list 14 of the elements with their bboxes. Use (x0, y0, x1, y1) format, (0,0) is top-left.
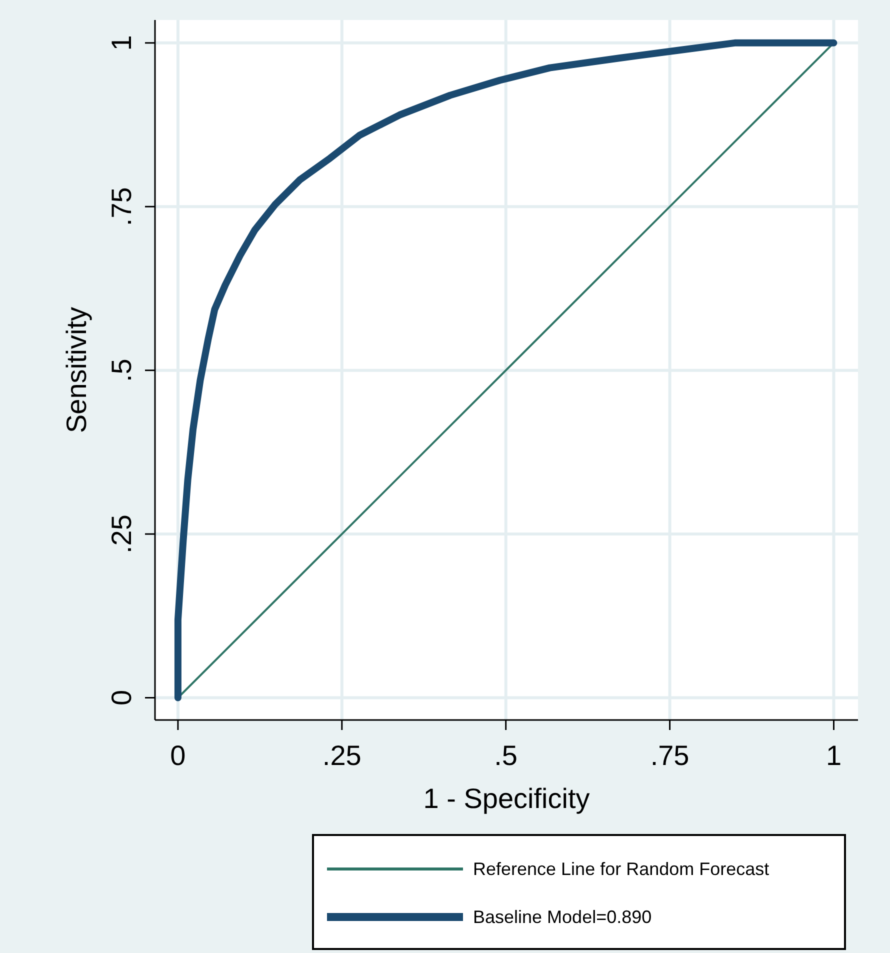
x-tick-label: .25 (322, 740, 362, 771)
y-tick-label: .5 (106, 358, 137, 382)
y-tick-label: .25 (106, 514, 137, 554)
y-tick-label: .75 (106, 187, 137, 226)
legend-label: Reference Line for Random Forecast (473, 859, 770, 879)
x-tick-label: .75 (650, 740, 690, 771)
x-axis-title: 1 - Specificity (423, 783, 590, 814)
y-axis-title: Sensitivity (61, 306, 92, 434)
x-tick-label: 0 (170, 740, 186, 771)
x-tick-label: 1 (826, 740, 842, 771)
x-tick-label: .5 (494, 740, 518, 771)
legend-label: Baseline Model=0.890 (473, 907, 652, 927)
y-tick-label: 0 (106, 690, 137, 706)
y-tick-label: 1 (106, 35, 137, 51)
